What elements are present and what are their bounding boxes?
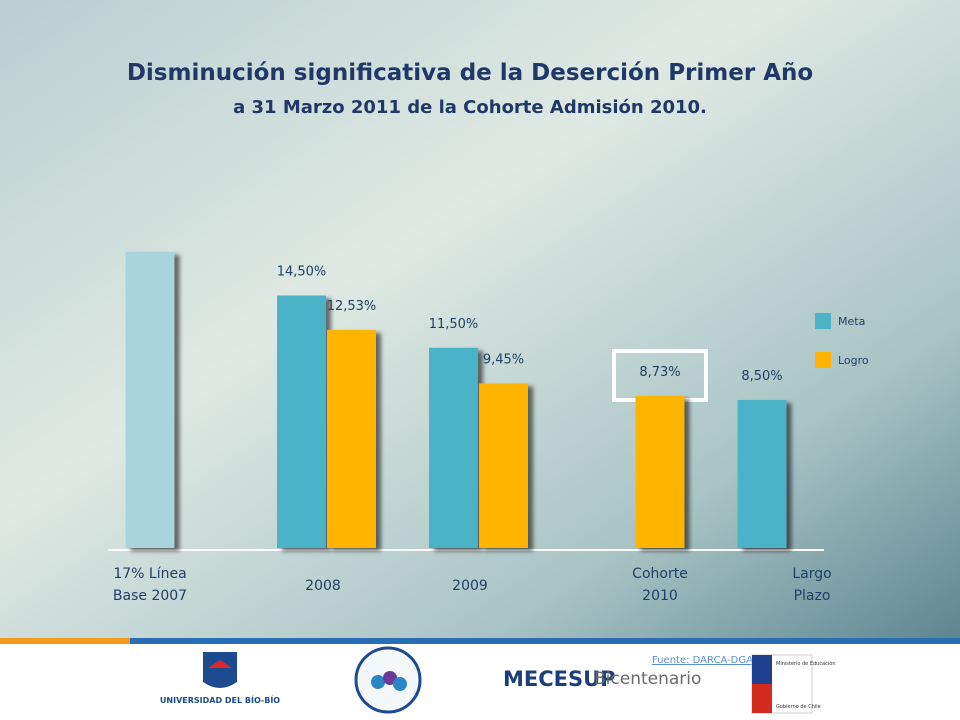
legend-swatch	[815, 352, 831, 368]
value-label: 12,53%	[327, 299, 377, 314]
mecesup-suffix: Bicentenario	[594, 669, 701, 689]
ministry-name: Ministerio de Educación	[776, 660, 836, 667]
value-label: 14,50%	[277, 265, 327, 280]
legend-label: Meta	[838, 315, 865, 328]
bar	[479, 383, 528, 548]
x-tick-label: Base 2007	[113, 588, 187, 604]
x-tick-label: 2009	[452, 578, 488, 594]
value-label: 8,73%	[639, 365, 680, 380]
bar	[327, 329, 376, 548]
legend-label: Logro	[838, 354, 869, 367]
bar	[277, 295, 326, 548]
x-tick-label: Cohorte	[632, 566, 688, 582]
value-label: 9,45%	[483, 352, 524, 367]
x-tick-label: Largo	[792, 566, 831, 582]
university-name: UNIVERSIDAD DEL BÍO-BÍO	[160, 694, 280, 705]
stripe-orange	[0, 638, 130, 644]
bar	[429, 347, 478, 548]
value-label: 11,50%	[429, 317, 479, 332]
bar	[125, 252, 175, 548]
logo-university: UNIVERSIDAD DEL BÍO-BÍO	[160, 652, 280, 705]
x-tick-label: Plazo	[794, 588, 831, 604]
logo-mecesup: MECESUP Bicentenario	[503, 667, 701, 691]
source-link[interactable]: Fuente: DARCA-DGAI	[652, 655, 756, 666]
x-tick-label: 2010	[642, 588, 678, 604]
chart-title: Disminución significativa de la Deserció…	[127, 60, 813, 86]
mecesup: MECESUP	[503, 667, 616, 691]
government-name: Gobierno de Chile	[776, 704, 821, 710]
x-tick-label: 17% Línea	[113, 566, 186, 582]
bar	[737, 400, 787, 548]
logo-ministry: Ministerio de Educación Gobierno de Chil…	[751, 654, 836, 714]
legend-swatch	[815, 313, 831, 329]
x-tick-label: 2008	[305, 578, 341, 594]
chart-subtitle: a 31 Marzo 2011 de la Cohorte Admisión 2…	[233, 97, 707, 118]
bar	[635, 395, 685, 548]
value-label: 8,50%	[741, 369, 782, 384]
stripe-blue	[130, 638, 960, 644]
logo-program	[354, 646, 422, 714]
